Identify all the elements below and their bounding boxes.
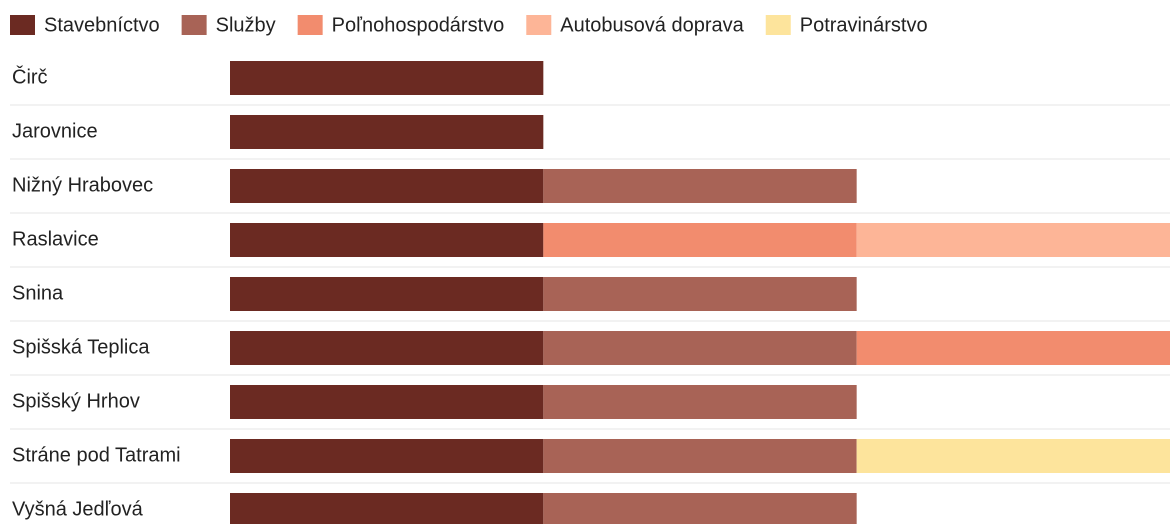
bar-segment: [856, 439, 1170, 473]
bar-segment: [543, 277, 857, 311]
legend-swatch: [765, 15, 791, 35]
category-label: Raslavice: [12, 228, 99, 250]
bar-segment: [543, 493, 857, 524]
category-label: Vyšná Jedľová: [12, 498, 144, 520]
bar-segment: [543, 439, 857, 473]
bar-segment: [230, 169, 544, 203]
bar-segment: [230, 223, 544, 257]
category-label: Snina: [12, 282, 64, 304]
legend-swatch: [10, 15, 35, 35]
category-label: Čirč: [12, 65, 48, 88]
bar-segment: [230, 439, 544, 473]
legend-swatch: [297, 15, 323, 35]
bar-segment: [230, 331, 544, 365]
legend-label: Stavebníctvo: [44, 14, 160, 36]
category-label: Jarovnice: [12, 120, 98, 142]
bar-segment: [230, 493, 544, 524]
bar-segment: [230, 61, 544, 95]
bar-segment: [230, 277, 544, 311]
bar-segment: [856, 331, 1170, 365]
bar-segment: [230, 385, 544, 419]
category-label: Spišská Teplica: [12, 336, 150, 358]
legend-label: Autobusová doprava: [560, 14, 744, 36]
bar-segment: [543, 331, 857, 365]
bar-segment: [543, 169, 857, 203]
legend-swatch: [181, 15, 207, 35]
bar-segment: [230, 115, 544, 149]
category-label: Spišský Hrhov: [12, 390, 140, 412]
category-label: Stráne pod Tatrami: [12, 444, 181, 466]
legend-swatch: [526, 15, 552, 35]
legend-label: Potravinárstvo: [800, 14, 928, 36]
bar-segment: [543, 385, 857, 419]
legend-label: Služby: [216, 14, 276, 36]
bar-segment: [856, 223, 1170, 257]
category-label: Nižný Hrabovec: [12, 174, 153, 196]
legend-label: Poľnohospodárstvo: [332, 14, 505, 36]
bar-segment: [543, 223, 857, 257]
